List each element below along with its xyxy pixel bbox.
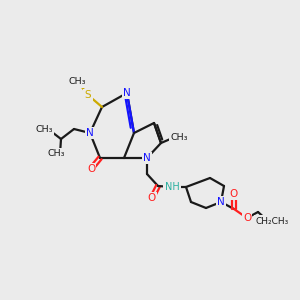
Text: N: N bbox=[217, 197, 225, 207]
Text: CH₃: CH₃ bbox=[170, 133, 188, 142]
Text: CH₃: CH₃ bbox=[35, 124, 53, 134]
Text: S: S bbox=[85, 90, 91, 100]
Text: CH₃: CH₃ bbox=[68, 77, 86, 86]
Text: O: O bbox=[87, 164, 95, 174]
Text: NH: NH bbox=[165, 182, 179, 192]
Text: CH₃: CH₃ bbox=[47, 149, 65, 158]
Text: O: O bbox=[230, 189, 238, 199]
Text: N: N bbox=[123, 88, 131, 98]
Text: O: O bbox=[243, 213, 251, 223]
Text: N: N bbox=[143, 153, 151, 163]
Text: N: N bbox=[86, 128, 94, 138]
Text: CH₂CH₃: CH₂CH₃ bbox=[255, 217, 289, 226]
Text: O: O bbox=[148, 193, 156, 203]
